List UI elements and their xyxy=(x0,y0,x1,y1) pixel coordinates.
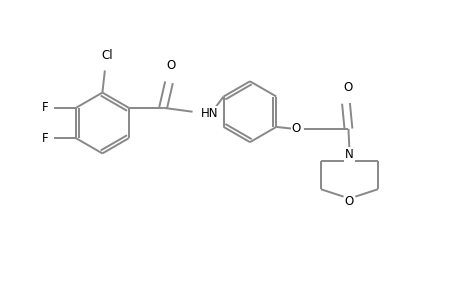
Text: O: O xyxy=(167,59,176,73)
Text: Cl: Cl xyxy=(101,49,113,62)
Text: O: O xyxy=(343,81,353,94)
Text: N: N xyxy=(344,148,353,161)
Text: F: F xyxy=(41,101,48,114)
Text: F: F xyxy=(41,132,48,145)
Text: HN: HN xyxy=(201,107,218,120)
Text: O: O xyxy=(344,195,353,208)
Text: O: O xyxy=(291,122,300,135)
